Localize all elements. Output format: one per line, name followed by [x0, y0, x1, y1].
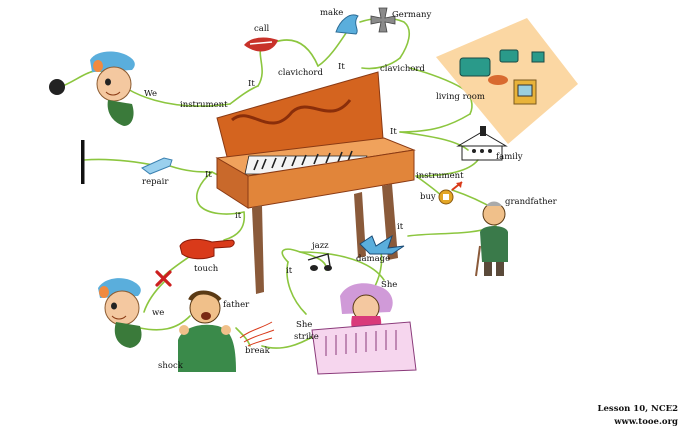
label-damage: damage: [356, 254, 391, 264]
footer-website: www.tooe.org: [614, 417, 678, 427]
damage-spark-icon: [359, 234, 405, 255]
label-it-right: It: [390, 127, 397, 137]
label-she: She: [381, 280, 398, 290]
red-cross-icon: [155, 270, 172, 287]
label-it-jazz: it: [286, 266, 293, 276]
line-jazz-it: [286, 261, 307, 315]
lips-icon: [244, 37, 278, 52]
label-it-left: It: [205, 170, 212, 180]
label-family: family: [496, 152, 523, 162]
baby-we-bottom: [98, 278, 142, 348]
label-germany: Germany: [392, 10, 432, 20]
repair-hand-icon: [141, 157, 173, 175]
black-dot-icon: [49, 79, 65, 95]
line-livingroom-piano: [399, 113, 471, 133]
label-touch: touch: [194, 264, 219, 274]
line-instrument-it: [229, 85, 259, 105]
label-jazz: jazz: [312, 241, 329, 251]
label-it-damage: it: [397, 222, 404, 232]
label-it-lower: it: [235, 211, 242, 221]
label-break: break: [245, 346, 270, 356]
label-grandfather: grandfather: [505, 197, 557, 207]
line-break-she: [261, 335, 315, 349]
line-call-clavichord: [274, 39, 319, 67]
footer-lesson: Lesson 10, NCE2: [597, 404, 678, 414]
line-family-instrument: [415, 159, 479, 177]
break-lines-icon: [239, 321, 275, 347]
label-repair: repair: [142, 177, 169, 187]
label-she-strike-2: strike: [294, 332, 319, 342]
label-it-top: It: [248, 79, 255, 89]
line-it-she: [299, 251, 385, 281]
label-clavichord-1: clavichord: [278, 68, 323, 78]
line-left-loop: [196, 171, 245, 215]
music-notes-icon: [307, 253, 332, 271]
label-clavichord-2: clavichord: [380, 64, 425, 74]
clavichord-image: [215, 71, 416, 294]
pointing-hand-icon: [179, 238, 235, 260]
label-living-room: living room: [436, 92, 485, 102]
baby-we-top: [90, 51, 135, 126]
family-house-icon: [456, 126, 508, 161]
living-room-image: [436, 18, 578, 144]
label-make: make: [320, 8, 344, 18]
line-we-father: [139, 315, 191, 331]
iron-cross-icon: [370, 7, 396, 33]
line-repair-it: [169, 165, 213, 173]
coin-icon: [438, 181, 463, 205]
father-figure: [178, 290, 236, 372]
label-buy: buy: [420, 192, 436, 202]
girl-keyboard-figure: [311, 283, 417, 375]
label-we-bottom: we: [152, 308, 165, 318]
make-hand-icon: [335, 14, 359, 35]
label-instrument-2: instrument: [416, 171, 464, 181]
label-shock: shock: [158, 361, 183, 371]
label-she-strike-1: She: [296, 320, 313, 330]
line-germany-clavichord: [361, 57, 401, 70]
label-father: father: [223, 300, 250, 310]
line-clavichord-make: [317, 29, 349, 67]
line-it-touch: [223, 211, 246, 241]
label-it-mid: It: [338, 62, 345, 72]
label-we-top: We: [144, 89, 158, 99]
black-bar-icon: [81, 140, 85, 184]
grandfather-figure: [475, 201, 508, 277]
label-call: call: [254, 24, 270, 34]
label-instrument-1: instrument: [180, 100, 228, 110]
line-father-break: [235, 327, 251, 347]
line-cross-we: [143, 281, 165, 313]
line-piano-family: [399, 131, 469, 151]
line-bar-repair: [83, 158, 159, 167]
